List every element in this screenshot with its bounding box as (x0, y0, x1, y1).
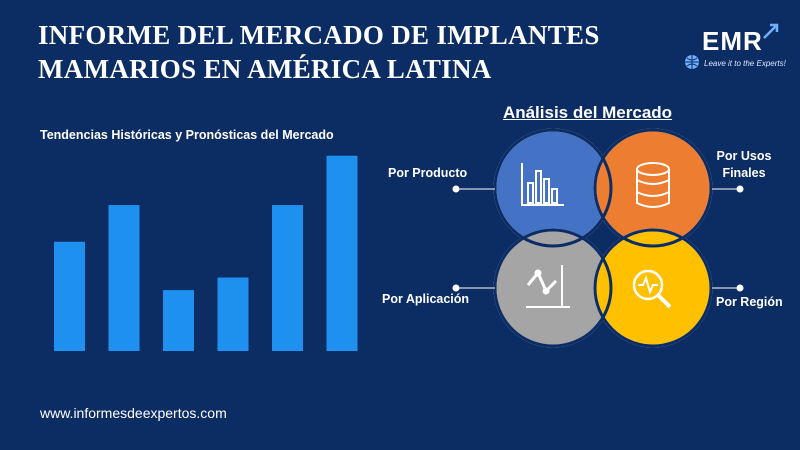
bar-4 (217, 277, 249, 351)
segment-label-aplicacion: Por Aplicación (382, 292, 470, 306)
bar-6 (326, 155, 358, 351)
bar-3 (163, 290, 194, 351)
segment-label-producto: Por Producto (388, 166, 468, 180)
bar-1 (54, 241, 85, 351)
bar-chart-icon (521, 163, 564, 206)
database-icon (636, 162, 670, 208)
bar-2 (108, 205, 140, 351)
connector-usos-finales (712, 185, 744, 193)
page-title: INFORME DEL MERCADO DE IMPLANTES MAMARIO… (38, 18, 658, 86)
line-chart-icon (526, 265, 570, 308)
connector-region (712, 284, 744, 292)
market-analysis-diagram (452, 128, 744, 348)
title-line-1: INFORME DEL MERCADO DE IMPLANTES (38, 20, 600, 50)
segment-label-region: Por Región (716, 295, 783, 309)
emr-logo: EMR Leave it to the Experts! (676, 22, 786, 78)
website-url: www.informesdeexpertos.com (40, 405, 227, 421)
globe-icon (685, 55, 699, 69)
bar-chart (54, 155, 358, 351)
logo-text: EMR (702, 26, 763, 56)
logo-tagline: Leave it to the Experts! (704, 59, 786, 68)
connector-producto (452, 185, 495, 193)
bar-5 (272, 205, 303, 351)
connector-aplicacion (452, 284, 495, 292)
segment-label-usos-finales: Por Usos Finales (716, 149, 772, 180)
trend-arrow-icon (763, 23, 779, 39)
title-line-2: MAMARIOS EN AMÉRICA LATINA (38, 54, 492, 84)
magnifier-pulse-icon (632, 269, 672, 309)
analysis-title: Análisis del Mercado (502, 103, 673, 122)
chart-title: Tendencias Históricas y Pronósticas del … (40, 128, 334, 142)
